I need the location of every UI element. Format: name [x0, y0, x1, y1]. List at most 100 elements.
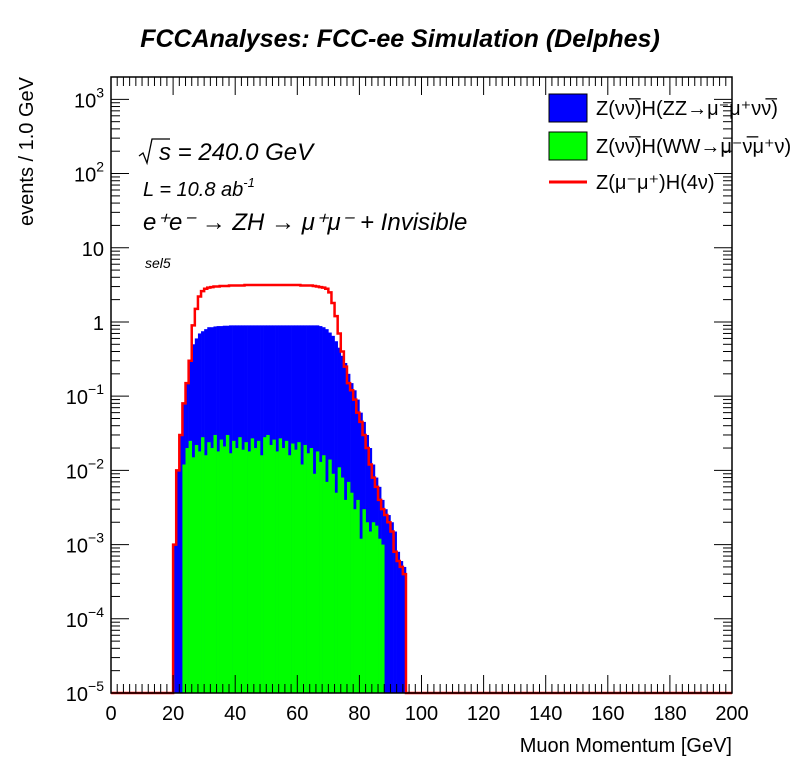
- ww-bar: [300, 464, 304, 693]
- y-tick-label: 10−5: [66, 678, 104, 706]
- x-tick-label: 20: [162, 703, 184, 725]
- ww-bar: [210, 448, 214, 693]
- ww-bar: [269, 444, 273, 693]
- ww-bar: [253, 448, 258, 693]
- ww-bar: [312, 473, 317, 693]
- legend: Z(νν̅)H(ZZ→μ⁻μ⁺νν̅) Z(νν̅)H(WW→μ⁻ν̅μ⁺ν) Z(…: [548, 93, 791, 194]
- x-tick-label: 120: [467, 703, 500, 725]
- ww-bar: [365, 522, 370, 693]
- annotation-selection: sel5: [145, 255, 171, 271]
- x-tick-label: 160: [591, 703, 624, 725]
- zz-bar: [399, 561, 404, 693]
- ww-bar: [331, 473, 335, 693]
- ww-bar: [294, 449, 298, 693]
- ww-bar: [303, 444, 307, 693]
- zz-bar: [396, 551, 401, 693]
- chart-title: FCCAnalyses: FCC-ee Simulation (Delphes): [140, 25, 660, 53]
- ww-bar: [343, 499, 348, 693]
- ww-bar: [244, 442, 248, 693]
- y-tick-label: 10−2: [66, 455, 104, 483]
- ww-bar: [232, 440, 236, 693]
- annotation-lumi-exp: -1: [243, 175, 255, 190]
- legend-label: Z(νν̅)H(ZZ→μ⁻μ⁺νν̅): [596, 97, 778, 120]
- legend-swatch: [548, 131, 588, 161]
- ww-bar: [319, 461, 323, 693]
- ww-bar: [185, 448, 189, 693]
- y-tick-label: 103: [74, 84, 104, 112]
- ww-bar: [250, 438, 255, 693]
- ww-bar: [222, 446, 227, 693]
- y-tick-label: 10−4: [66, 604, 104, 632]
- ww-bar: [309, 448, 314, 693]
- x-tick-label: 80: [348, 703, 370, 725]
- x-axis: 0 20 40 60 80 100 120 140 160 180 200: [105, 77, 749, 725]
- ww-bar: [201, 437, 205, 693]
- ww-bar: [238, 437, 242, 693]
- ww-bar: [322, 455, 326, 693]
- annotation-lumi-text: L = 10.8 ab: [143, 179, 243, 201]
- x-tick-label: 60: [286, 703, 308, 725]
- ww-bar: [287, 455, 292, 693]
- ww-bar: [272, 439, 276, 693]
- ww-bar: [281, 448, 286, 693]
- x-tick-label: 180: [653, 703, 686, 725]
- zz-bar: [384, 509, 388, 693]
- annotation-lumi: L = 10.8 ab-1: [143, 175, 255, 201]
- ww-bar: [228, 453, 233, 693]
- ww-bar: [284, 440, 289, 693]
- y-tick-label: 10−3: [66, 530, 104, 558]
- zz-bar: [390, 522, 394, 693]
- series-ww-layer: [182, 434, 385, 693]
- annotation-process: e⁺e⁻ → ZH → μ⁺μ⁻ + Invisible: [143, 209, 467, 236]
- ww-bar: [359, 538, 363, 693]
- ww-bar: [247, 451, 252, 693]
- ww-bar: [207, 442, 211, 693]
- x-tick-label: 100: [405, 703, 438, 725]
- ww-bar: [353, 509, 357, 693]
- ww-bar: [188, 440, 193, 693]
- x-tick-label: 140: [529, 703, 562, 725]
- zz-bar: [173, 544, 177, 693]
- ww-bar: [266, 434, 270, 693]
- ww-bar: [275, 451, 279, 693]
- ww-bar: [362, 509, 366, 693]
- ww-bar: [356, 499, 360, 693]
- legend-label: Z(νν̅)H(WW→μ⁻ν̅μ⁺ν): [596, 135, 791, 158]
- ww-bar: [328, 459, 332, 693]
- ww-bar: [346, 481, 351, 693]
- ww-bar: [340, 477, 345, 693]
- ww-bar: [334, 492, 338, 693]
- ww-bar: [191, 457, 196, 693]
- ww-bar: [278, 438, 283, 693]
- ww-bar: [325, 481, 329, 693]
- x-axis-label: Muon Momentum [GeV]: [520, 735, 732, 757]
- ww-bar: [291, 443, 295, 693]
- ww-bar: [315, 451, 320, 693]
- ww-bar: [197, 451, 202, 693]
- x-tick-label: 40: [224, 703, 246, 725]
- ww-bar: [194, 444, 199, 693]
- y-tick-label: 10: [82, 239, 104, 261]
- sqrt-icon: [138, 138, 170, 166]
- ww-bar: [213, 434, 217, 693]
- ww-bar: [235, 448, 239, 693]
- ww-bar: [381, 544, 385, 693]
- ww-bar: [182, 464, 186, 693]
- zz-bar: [387, 515, 391, 693]
- y-tick-label: 1: [93, 313, 104, 335]
- ww-bar: [350, 492, 354, 693]
- y-axis-label: events / 1.0 GeV: [16, 76, 38, 226]
- zz-bar: [402, 566, 407, 693]
- ww-bar: [260, 455, 264, 693]
- zz-bar: [176, 470, 180, 693]
- ww-bar: [374, 525, 379, 693]
- zz-bar: [179, 434, 183, 693]
- ww-bar: [306, 453, 311, 693]
- ww-bar: [368, 531, 373, 693]
- ww-bar: [256, 440, 261, 693]
- legend-swatch: [548, 93, 588, 123]
- ww-bar: [337, 467, 342, 693]
- red-series-line: [111, 283, 732, 695]
